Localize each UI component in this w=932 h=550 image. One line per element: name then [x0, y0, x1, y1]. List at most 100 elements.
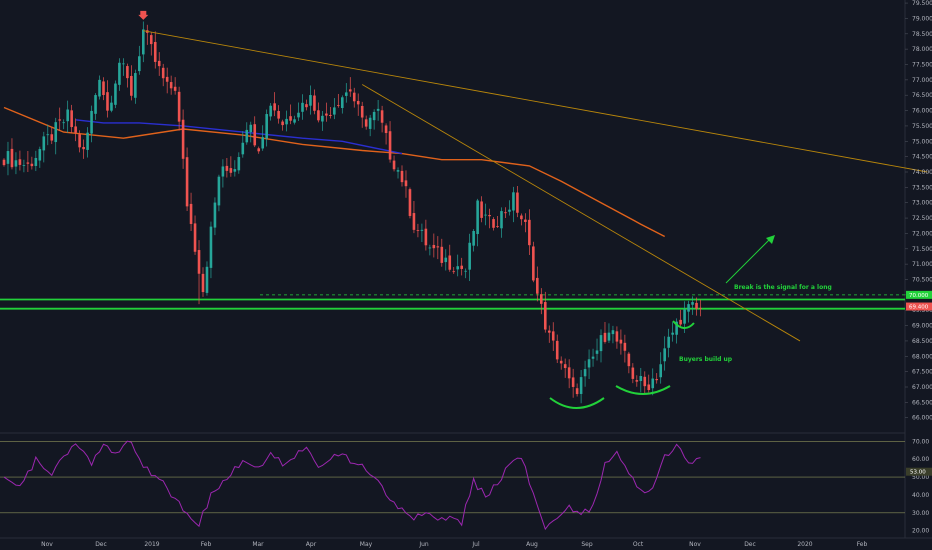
candle[interactable] — [663, 336, 666, 371]
candle[interactable] — [142, 21, 145, 63]
candle[interactable] — [126, 63, 129, 88]
candle[interactable] — [496, 215, 499, 229]
candle[interactable] — [543, 291, 547, 333]
candle[interactable] — [559, 356, 563, 370]
candle[interactable] — [313, 89, 316, 115]
candle[interactable] — [448, 244, 452, 272]
candle[interactable] — [42, 131, 46, 163]
candle[interactable] — [269, 103, 272, 121]
candle[interactable] — [106, 80, 109, 118]
candle[interactable] — [647, 374, 651, 393]
candle[interactable] — [520, 213, 523, 226]
candle[interactable] — [102, 77, 105, 101]
candle[interactable] — [74, 118, 77, 142]
candle[interactable] — [201, 267, 205, 297]
candle[interactable] — [528, 209, 531, 256]
candle[interactable] — [209, 221, 213, 279]
candle[interactable] — [547, 325, 551, 343]
candle[interactable] — [253, 116, 257, 148]
candle[interactable] — [444, 249, 448, 271]
candle[interactable] — [404, 170, 408, 198]
candle[interactable] — [241, 131, 245, 158]
candle[interactable] — [619, 329, 623, 355]
candle[interactable] — [376, 100, 380, 121]
candle[interactable] — [500, 207, 503, 238]
candle[interactable] — [551, 322, 555, 351]
candle[interactable] — [615, 326, 619, 349]
candle[interactable] — [293, 115, 296, 125]
candle[interactable] — [400, 165, 404, 187]
candle[interactable] — [169, 75, 173, 95]
candle[interactable] — [193, 215, 197, 255]
candle[interactable] — [384, 123, 388, 145]
time-axis[interactable]: Nov Dec 2019 Feb Mar Apr May Jun Jul Aug Sep Oct Nov… — [41, 541, 867, 548]
candle[interactable] — [78, 130, 81, 153]
candle[interactable] — [14, 152, 18, 175]
candle[interactable] — [257, 146, 261, 154]
candle[interactable] — [325, 102, 328, 122]
candle[interactable] — [305, 99, 308, 111]
candle[interactable] — [591, 348, 595, 367]
candle[interactable] — [118, 58, 121, 91]
candle[interactable] — [54, 117, 58, 155]
candle[interactable] — [627, 351, 631, 374]
candle[interactable] — [508, 200, 511, 216]
candle[interactable] — [352, 87, 356, 108]
candle[interactable] — [671, 322, 674, 342]
candle[interactable] — [392, 155, 396, 172]
candle[interactable] — [388, 121, 392, 163]
candle[interactable] — [153, 31, 157, 69]
candle[interactable] — [297, 102, 300, 121]
candle[interactable] — [623, 334, 627, 363]
candle[interactable] — [261, 125, 264, 151]
candle[interactable] — [492, 217, 495, 231]
moving-average-line[interactable] — [75, 119, 403, 155]
candle[interactable] — [245, 122, 249, 145]
candle[interactable] — [476, 198, 479, 247]
candle[interactable] — [436, 236, 440, 260]
candle[interactable] — [285, 110, 288, 132]
candle[interactable] — [157, 52, 161, 76]
candle[interactable] — [631, 363, 635, 384]
price-axis[interactable]: 66.000 66.500 67.000 67.500 68.000 68.500 69.0… — [905, 0, 932, 535]
candle[interactable] — [368, 114, 372, 137]
candle[interactable] — [512, 186, 515, 223]
candle[interactable] — [333, 98, 336, 120]
candle[interactable] — [468, 233, 471, 282]
candle[interactable] — [687, 300, 690, 323]
candle[interactable] — [360, 101, 364, 128]
candle[interactable] — [10, 138, 14, 170]
candle[interactable] — [563, 358, 567, 378]
price-pane[interactable] — [0, 10, 928, 409]
candle[interactable] — [50, 127, 54, 145]
candle[interactable] — [675, 318, 678, 344]
candle[interactable] — [165, 67, 169, 94]
rsi-line[interactable] — [3, 440, 701, 531]
candle[interactable] — [18, 150, 22, 171]
candle[interactable] — [197, 240, 201, 305]
candle[interactable] — [58, 107, 62, 131]
candle[interactable] — [26, 150, 30, 172]
candle[interactable] — [579, 370, 583, 404]
trendline[interactable] — [143, 30, 928, 173]
candle[interactable] — [130, 65, 133, 101]
candle[interactable] — [173, 77, 177, 95]
candle[interactable] — [635, 375, 639, 387]
candle[interactable] — [575, 383, 579, 397]
candle[interactable] — [34, 150, 38, 172]
candle[interactable] — [484, 203, 487, 226]
candle[interactable] — [82, 139, 85, 159]
candle[interactable] — [524, 213, 527, 233]
candle[interactable] — [655, 373, 659, 384]
candle[interactable] — [205, 261, 209, 296]
candle[interactable] — [504, 207, 507, 218]
candle[interactable] — [432, 233, 436, 258]
candle[interactable] — [233, 160, 237, 177]
candle[interactable] — [699, 299, 702, 317]
candle[interactable] — [161, 63, 165, 87]
candle[interactable] — [114, 80, 117, 109]
trendline[interactable] — [361, 84, 801, 342]
candle[interactable] — [540, 288, 543, 315]
candle[interactable] — [424, 219, 428, 251]
